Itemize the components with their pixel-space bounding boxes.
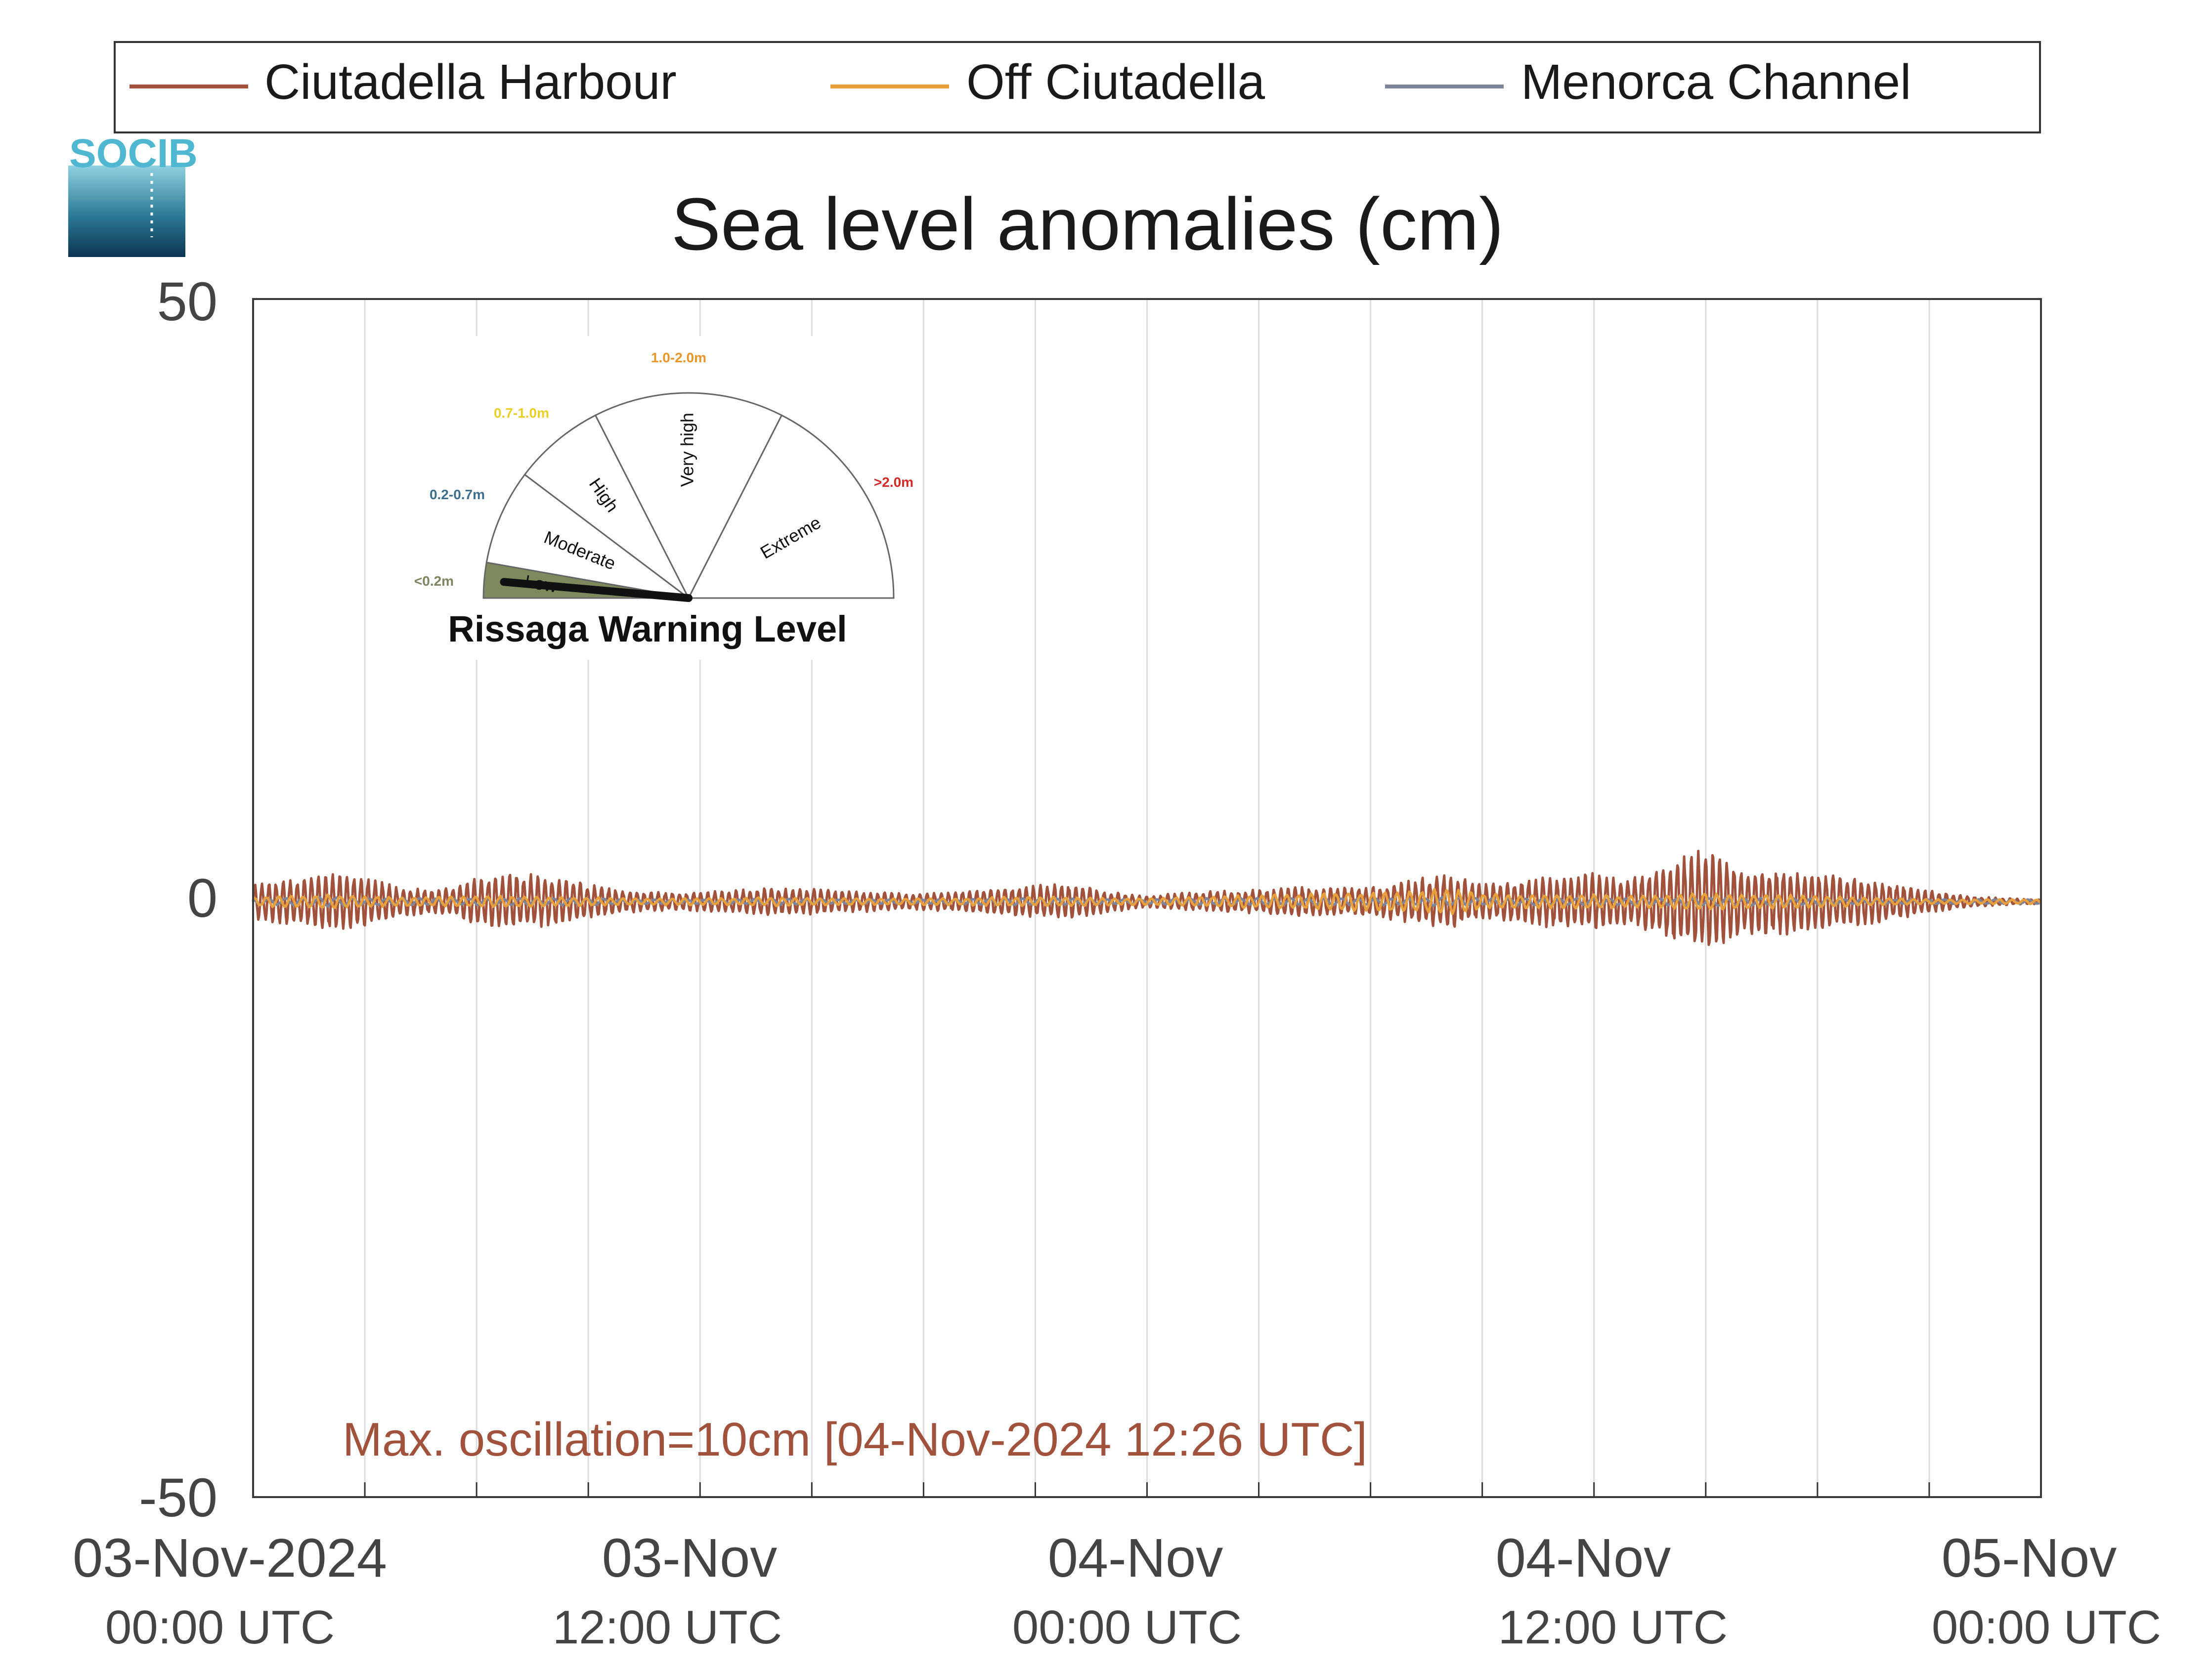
x-tick-label-top-3: 04-Nov <box>1496 1528 1671 1589</box>
gauge-range-low: <0.2m <box>414 573 454 589</box>
gauge-range-high: 0.7-1.0m <box>494 405 549 421</box>
series-line-off-ciutadella <box>253 888 2042 915</box>
y-tick-label-0: 0 <box>187 868 217 929</box>
series-layer <box>252 850 2042 947</box>
logo-wave-block <box>68 166 185 257</box>
x-tick-label-bottom-2: 00:00 UTC <box>1012 1601 1242 1654</box>
legend: Ciutadella Harbour Off Ciutadella Menorc… <box>114 41 2041 133</box>
gauge-sector-very-high <box>594 392 783 600</box>
legend-label-ciutadella-harbour: Ciutadella Harbour <box>264 54 677 110</box>
x-tick-label-top-2: 04-Nov <box>1048 1528 1223 1589</box>
series-line-ciutadella-harbour <box>252 850 2042 947</box>
gauge-needle <box>500 578 693 602</box>
y-tick-label-50: 50 <box>157 271 217 332</box>
x-tick-label-top-1: 03-Nov <box>602 1528 778 1589</box>
x-tick-label-bottom-1: 12:00 UTC <box>553 1601 782 1654</box>
tick-marks <box>364 1482 1930 1497</box>
max-oscillation-annotation: Max. oscillation=10cm [04-Nov-2024 12:26… <box>343 1413 1367 1466</box>
x-tick-label-bottom-3: 12:00 UTC <box>1498 1601 1728 1654</box>
gauge-sector-moderate <box>485 473 689 599</box>
plot-area <box>252 298 2042 1498</box>
x-tick-label-bottom-0: 00:00 UTC <box>105 1601 335 1654</box>
gauge-title: Rissaga Warning Level <box>448 608 847 649</box>
gauge-range-very-high: 1.0-2.0m <box>651 350 706 365</box>
legend-box <box>114 41 2041 133</box>
gauge-sector-high <box>523 414 690 599</box>
x-tick-label-bottom-4: 00:00 UTC <box>1932 1601 2161 1654</box>
gauge-range-extreme: >2.0m <box>874 474 913 490</box>
gauge-sector-extreme <box>687 414 895 599</box>
logo-text: SOCIB <box>69 131 198 176</box>
x-tick-labels: 03-Nov-2024 00:00 UTC 03-Nov 12:00 UTC 0… <box>73 1528 2161 1654</box>
gauge-range-moderate: 0.2-0.7m <box>430 487 485 502</box>
legend-label-menorca-channel: Menorca Channel <box>1521 54 1911 110</box>
legend-label-off-ciutadella: Off Ciutadella <box>966 54 1265 110</box>
x-tick-label-top-4: 05-Nov <box>1942 1528 2117 1589</box>
chart-title: Sea level anomalies (cm) <box>671 182 1504 265</box>
gauge-label-very-high: Very high <box>677 413 697 487</box>
y-tick-label-minus-50: -50 <box>139 1467 217 1528</box>
socib-logo: SOCIB <box>68 131 198 257</box>
x-tick-label-top-0: 03-Nov-2024 <box>73 1528 387 1589</box>
gauge-sectors <box>482 392 895 600</box>
gauge-ranges: <0.2m 0.2-0.7m 0.7-1.0m 1.0-2.0m >2.0m <box>414 350 913 589</box>
